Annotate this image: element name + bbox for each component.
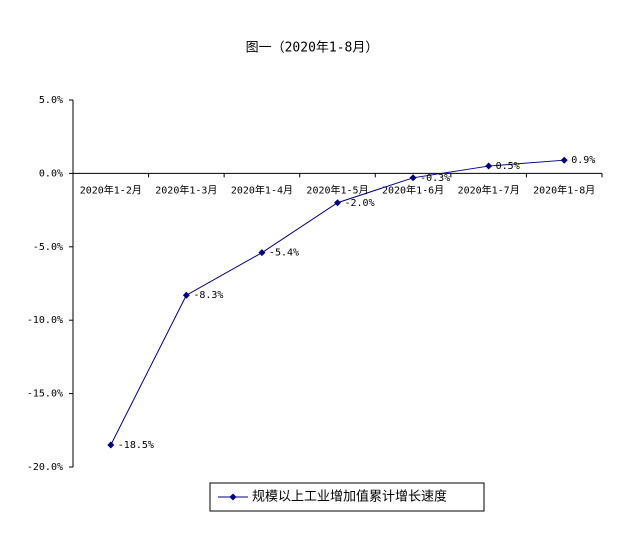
point [258,249,266,257]
y-tick-label: -15.0% [27,389,63,400]
point [334,199,341,207]
y-tick-label: -20.0% [27,462,63,473]
point [409,174,417,182]
data-label: -2.0% [345,198,375,209]
y-tick-label: 5.0% [39,95,63,106]
data-label: 0.9% [571,155,595,166]
data-label: -0.3% [420,173,450,184]
y-tick-label: 0.0% [39,168,63,179]
legend-marker [229,493,237,501]
x-tick-label: 2020年1-7月 [458,183,520,196]
x-tick-label: 2020年1-6月 [382,183,444,196]
point [107,441,115,449]
legend-label: 规模以上工业增加值累计增长速度 [252,489,447,505]
x-tick-label: 2020年1-4月 [231,183,293,196]
y-tick-label: -5.0% [33,242,63,253]
data-label: -8.3% [193,290,223,301]
x-tick-label: 2020年1-5月 [306,183,368,196]
x-tick-label: 2020年1-2月 [80,183,142,196]
data-label: -5.4% [269,248,299,259]
point [182,291,190,299]
chart-title: 图一（2020年1-8月） [246,41,379,56]
x-tick-label: 2020年1-8月 [533,183,595,196]
data-label: -18.5% [118,440,154,451]
legend-box [209,482,485,512]
point [560,156,568,164]
data-label: 0.5% [496,161,520,172]
y-tick-label: -10.0% [27,315,63,326]
point [485,162,493,170]
x-tick-label: 2020年1-3月 [155,183,217,196]
